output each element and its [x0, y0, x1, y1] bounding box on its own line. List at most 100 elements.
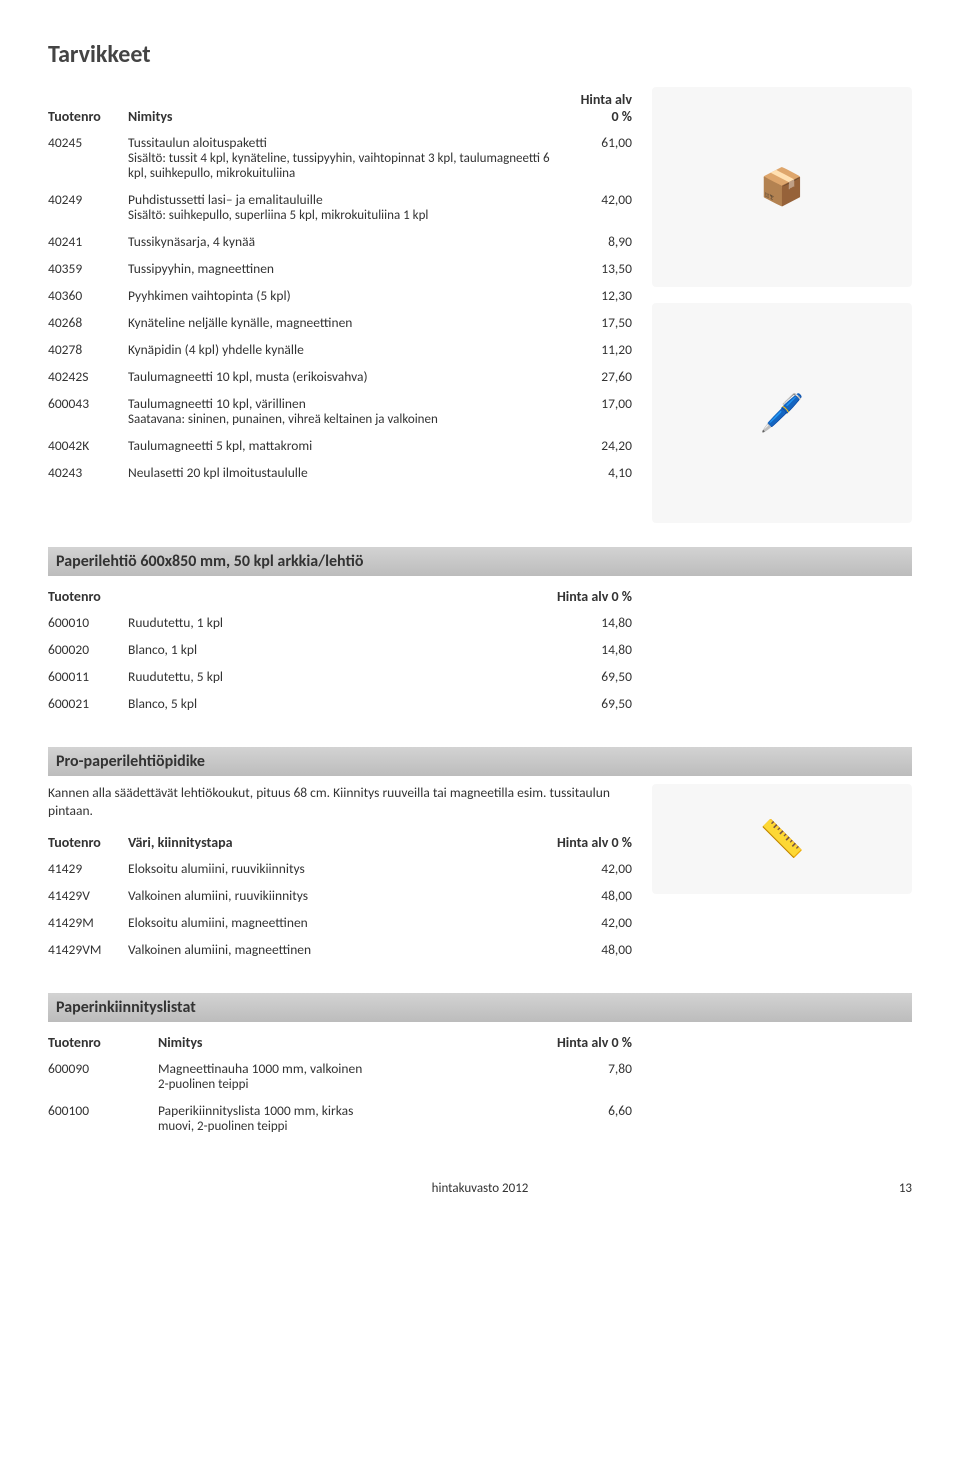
- table-row: 40278Kynäpidin (4 kpl) yhdelle kynälle11…: [48, 336, 632, 363]
- cell-code: 40249: [48, 186, 128, 228]
- table-row: 40042KTaulumagneetti 5 kpl, mattakromi24…: [48, 432, 632, 459]
- cell-price: 42,00: [570, 186, 632, 228]
- cell-price: 61,00: [570, 129, 632, 186]
- table-row: 600010Ruudutettu, 1 kpl14,80: [48, 609, 632, 636]
- cell-code: 600010: [48, 609, 128, 636]
- col-tuotenro: Tuotenro: [48, 1030, 158, 1055]
- cell-price: 69,50: [417, 663, 632, 690]
- tarvikkeet-table: Tuotenro Nimitys Hinta alv 0 % 40245Tuss…: [48, 87, 632, 486]
- cell-code: 41429: [48, 855, 128, 882]
- product-image: 🖊️: [652, 303, 912, 523]
- table-row: 40268Kynäteline neljälle kynälle, magnee…: [48, 309, 632, 336]
- table-row: 600043Taulumagneetti 10 kpl, värillinenS…: [48, 390, 632, 432]
- col-tuotenro: Tuotenro: [48, 87, 128, 129]
- paperilehtio-table: Tuotenro Hinta alv 0 % 600010Ruudutettu,…: [48, 584, 632, 717]
- col-tuotenro: Tuotenro: [48, 584, 128, 609]
- cell-name: Tussipyyhin, magneettinen: [128, 255, 570, 282]
- table-row: 41429VValkoinen alumiini, ruuvikiinnitys…: [48, 882, 632, 909]
- table-row: 40360Pyyhkimen vaihtopinta (5 kpl)12,30: [48, 282, 632, 309]
- page-title: Tarvikkeet: [48, 40, 912, 69]
- section-header-paperilehtio: Paperilehtiö 600x850 mm, 50 kpl arkkia/l…: [48, 547, 912, 576]
- cell-price: 42,00: [489, 909, 632, 936]
- cell-name: Puhdistussetti lasi– ja emalitauluilleSi…: [128, 186, 570, 228]
- table-row: 41429Eloksoitu alumiini, ruuvikiinnitys4…: [48, 855, 632, 882]
- cell-name: Eloksoitu alumiini, magneettinen: [128, 909, 489, 936]
- cell-name: Tussikynäsarja, 4 kynää: [128, 228, 570, 255]
- table-row: 40245Tussitaulun aloituspakettiSisältö: …: [48, 129, 632, 186]
- cell-name: Valkoinen alumiini, magneettinen: [128, 936, 489, 963]
- table-row: 40241Tussikynäsarja, 4 kynää8,90: [48, 228, 632, 255]
- cell-code: 40268: [48, 309, 128, 336]
- cell-name: Ruudutettu, 5 kpl: [128, 663, 417, 690]
- cell-name: Pyyhkimen vaihtopinta (5 kpl): [128, 282, 570, 309]
- cell-code: 600020: [48, 636, 128, 663]
- cell-price: 14,80: [417, 636, 632, 663]
- cell-name: Magneettinauha 1000 mm, valkoinen2-puoli…: [158, 1055, 507, 1097]
- cell-name: Paperikiinnityslista 1000 mm, kirkasmuov…: [158, 1097, 507, 1139]
- table-row: 600090Magneettinauha 1000 mm, valkoinen2…: [48, 1055, 632, 1097]
- cell-price: 27,60: [570, 363, 632, 390]
- cell-name: Taulumagneetti 10 kpl, värillinenSaatava…: [128, 390, 570, 432]
- cell-price: 6,60: [507, 1097, 632, 1139]
- table-row: 41429MEloksoitu alumiini, magneettinen42…: [48, 909, 632, 936]
- table-row: 40243Neulasetti 20 kpl ilmoitustaululle4…: [48, 459, 632, 486]
- cell-code: 40242S: [48, 363, 128, 390]
- cell-code: 40278: [48, 336, 128, 363]
- cell-name: Eloksoitu alumiini, ruuvikiinnitys: [128, 855, 489, 882]
- footer-center: hintakuvasto 2012: [432, 1181, 529, 1196]
- section-header-pidike: Pro-paperilehtiöpidike: [48, 747, 912, 776]
- footer-page-number: 13: [899, 1181, 912, 1196]
- cell-name: Taulumagneetti 10 kpl, musta (erikoisvah…: [128, 363, 570, 390]
- cell-price: 17,00: [570, 390, 632, 432]
- cell-name: Neulasetti 20 kpl ilmoitustaululle: [128, 459, 570, 486]
- cell-code: 41429M: [48, 909, 128, 936]
- cell-name: Ruudutettu, 1 kpl: [128, 609, 417, 636]
- cell-name: Blanco, 1 kpl: [128, 636, 417, 663]
- cell-code: 40042K: [48, 432, 128, 459]
- cell-code: 40245: [48, 129, 128, 186]
- cell-code: 600090: [48, 1055, 158, 1097]
- cell-code: 600043: [48, 390, 128, 432]
- cell-price: 7,80: [507, 1055, 632, 1097]
- col-nimitys: Nimitys: [158, 1030, 507, 1055]
- col-hinta: Hinta alv 0 %: [507, 1030, 632, 1055]
- col-nimitys: Nimitys: [128, 87, 570, 129]
- cell-code: 41429V: [48, 882, 128, 909]
- pidike-table: Tuotenro Väri, kiinnitystapa Hinta alv 0…: [48, 830, 632, 963]
- col-hinta: Hinta alv 0 %: [489, 830, 632, 855]
- cell-price: 12,30: [570, 282, 632, 309]
- cell-code: 41429VM: [48, 936, 128, 963]
- cell-name: Valkoinen alumiini, ruuvikiinnitys: [128, 882, 489, 909]
- cell-price: 48,00: [489, 936, 632, 963]
- table-row: 41429VMValkoinen alumiini, magneettinen4…: [48, 936, 632, 963]
- col-tuotenro: Tuotenro: [48, 830, 128, 855]
- cell-price: 4,10: [570, 459, 632, 486]
- table-row: 40249Puhdistussetti lasi– ja emalitaului…: [48, 186, 632, 228]
- col-vari: Väri, kiinnitystapa: [128, 830, 489, 855]
- section-header-listat: Paperinkiinnityslistat: [48, 993, 912, 1022]
- cell-code: 40360: [48, 282, 128, 309]
- cell-price: 42,00: [489, 855, 632, 882]
- cell-code: 40243: [48, 459, 128, 486]
- table-row: 600021Blanco, 5 kpl69,50: [48, 690, 632, 717]
- product-image: 📦: [652, 87, 912, 287]
- product-image: 📏: [652, 784, 912, 894]
- cell-price: 17,50: [570, 309, 632, 336]
- cell-code: 40241: [48, 228, 128, 255]
- table-row: 600011Ruudutettu, 5 kpl69,50: [48, 663, 632, 690]
- cell-name: Taulumagneetti 5 kpl, mattakromi: [128, 432, 570, 459]
- cell-name: Kynäpidin (4 kpl) yhdelle kynälle: [128, 336, 570, 363]
- cell-code: 600021: [48, 690, 128, 717]
- listat-table: Tuotenro Nimitys Hinta alv 0 % 600090Mag…: [48, 1030, 632, 1139]
- cell-price: 24,20: [570, 432, 632, 459]
- cell-price: 14,80: [417, 609, 632, 636]
- pidike-intro: Kannen alla säädettävät lehtiökoukut, pi…: [48, 784, 632, 820]
- cell-price: 8,90: [570, 228, 632, 255]
- cell-price: 11,20: [570, 336, 632, 363]
- col-hinta: Hinta alv 0 %: [570, 87, 632, 129]
- cell-code: 600011: [48, 663, 128, 690]
- table-row: 40242STaulumagneetti 10 kpl, musta (erik…: [48, 363, 632, 390]
- table-row: 600020Blanco, 1 kpl14,80: [48, 636, 632, 663]
- page-footer: hintakuvasto 2012 13: [48, 1181, 912, 1196]
- cell-code: 600100: [48, 1097, 158, 1139]
